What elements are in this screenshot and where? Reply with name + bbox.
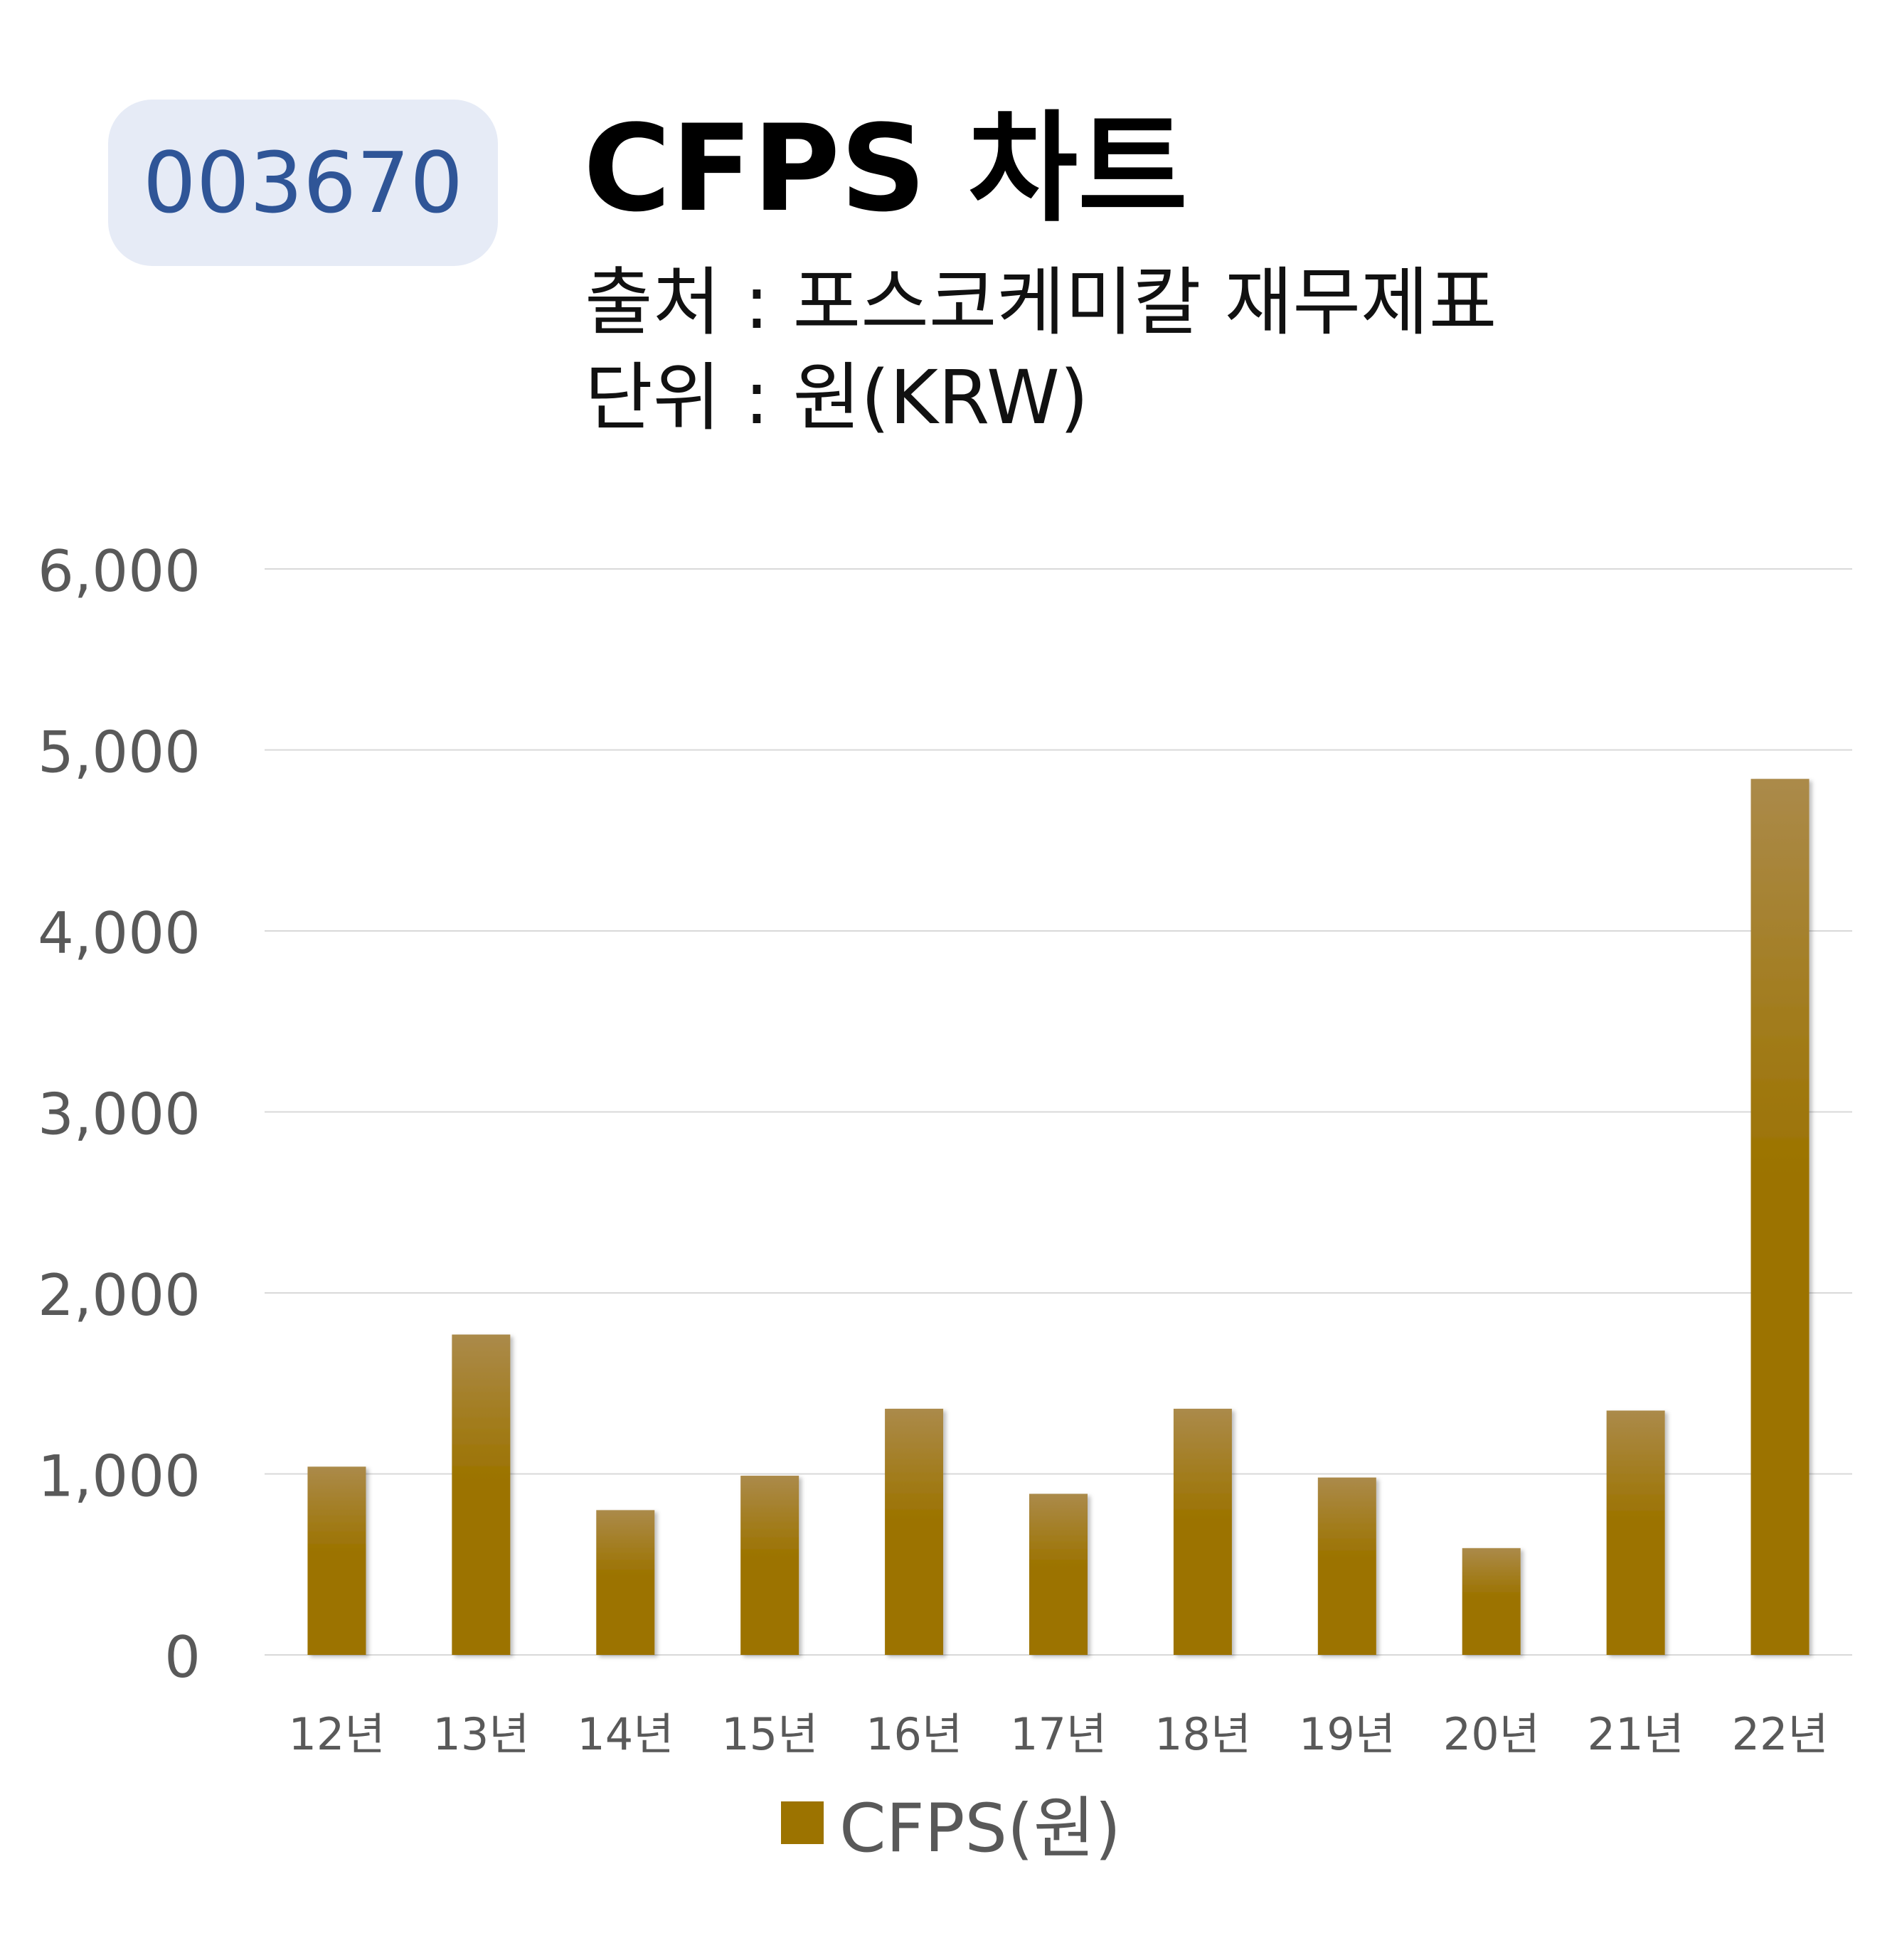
x-tick-label: 18년 [1154,1708,1251,1760]
x-axis-ticks: 12년 13년 14년 15년 16년 17년 18년 19년 20년 21년 22년 [288,1708,1828,1760]
bar-14년 [596,1510,655,1655]
x-tick-label: 13년 [432,1708,529,1760]
bar-13년 [452,1334,511,1655]
bar-12년 [307,1466,366,1655]
x-tick-label: 22년 [1732,1708,1829,1760]
x-tick-label: 20년 [1443,1708,1540,1760]
bar-19년 [1317,1477,1376,1655]
source-label: 출처 : 포스코케미칼 재무제표 [585,259,1497,346]
legend: CFPS(원) [781,1774,1121,1871]
y-tick-label: 1,000 [38,1444,201,1510]
x-tick-label: 15년 [721,1708,818,1760]
x-tick-label: 17년 [1010,1708,1107,1760]
y-axis-ticks: 0 1,000 2,000 3,000 4,000 5,000 6,000 [38,538,201,1690]
legend-label: CFPS(원) [839,1790,1121,1868]
x-tick-label: 21년 [1588,1708,1684,1760]
x-tick-label: 14년 [577,1708,674,1760]
bar-20년 [1462,1548,1521,1655]
bar-17년 [1029,1493,1088,1655]
bars [307,779,1810,1655]
y-tick-label: 6,000 [38,538,201,604]
y-tick-label: 5,000 [38,720,201,786]
y-tick-label: 0 [164,1624,201,1690]
bar-18년 [1173,1408,1232,1655]
ticker-badge: 003670 [108,100,498,266]
chart-title: CFPS 차트 [583,99,1188,238]
x-tick-label: 16년 [866,1708,962,1760]
y-tick-label: 4,000 [38,900,201,966]
x-tick-label: 12년 [288,1708,385,1760]
bar-16년 [885,1408,944,1655]
y-tick-label: 2,000 [38,1262,201,1328]
y-tick-label: 3,000 [38,1082,201,1148]
x-tick-label: 19년 [1299,1708,1396,1760]
ticker-code: 003670 [142,134,464,232]
bar-21년 [1606,1410,1665,1655]
bar-15년 [740,1476,799,1655]
legend-swatch [781,1801,824,1844]
unit-label: 단위 : 원(KRW) [585,354,1089,441]
bar-22년 [1750,779,1810,1655]
